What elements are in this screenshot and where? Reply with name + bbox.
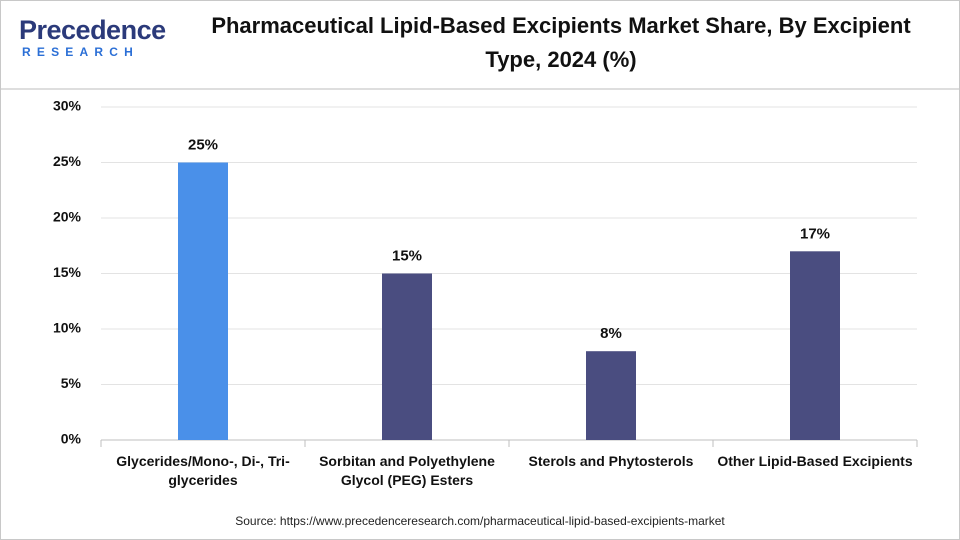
- bar: [586, 351, 636, 440]
- x-tick-label: Sterols and Phytosterols: [528, 453, 694, 469]
- bar: [790, 251, 840, 440]
- x-tick-label: Sorbitan and Polyethylene Glycol (PEG) E…: [319, 453, 495, 488]
- x-tick-label: Glycerides/Mono-, Di-, Tri-glycerides: [116, 453, 290, 488]
- value-label: 17%: [800, 225, 830, 242]
- y-tick-label: 15%: [53, 264, 82, 280]
- x-tick-label: Other Lipid-Based Excipients: [717, 453, 913, 469]
- chart-title: Pharmaceutical Lipid-Based Excipients Ma…: [211, 13, 911, 72]
- y-tick-label: 5%: [61, 375, 82, 391]
- logo-name: Precedence: [19, 15, 166, 45]
- value-label: 15%: [392, 247, 422, 264]
- y-tick-label: 30%: [53, 98, 82, 114]
- y-tick-label: 25%: [53, 153, 82, 169]
- bar: [178, 162, 228, 440]
- y-tick-label: 0%: [61, 431, 82, 447]
- bar: [382, 273, 432, 440]
- value-label: 25%: [188, 136, 218, 153]
- source: Source: https://www.precedenceresearch.c…: [235, 514, 725, 528]
- logo-tagline: RESEARCH: [22, 45, 139, 59]
- y-tick-label: 20%: [53, 209, 82, 225]
- y-tick-label: 10%: [53, 320, 82, 336]
- value-label: 8%: [600, 325, 622, 342]
